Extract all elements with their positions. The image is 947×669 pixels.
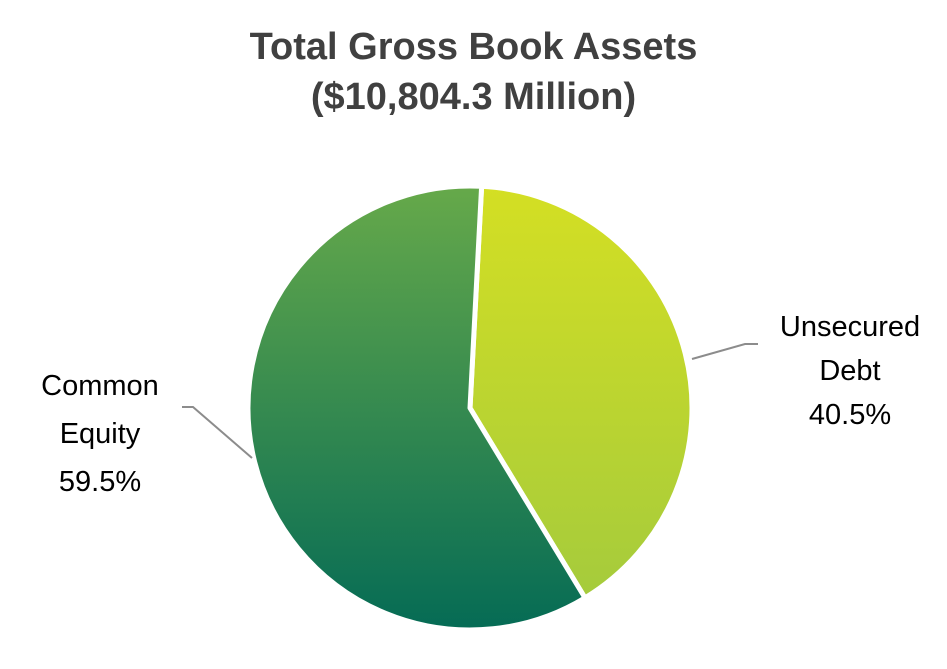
slice-value-1: 59.5% (59, 466, 141, 498)
chart-title: Total Gross Book Assets ($10,804.3 Milli… (0, 22, 947, 122)
pie-slice-1 (245, 183, 588, 633)
leader-line-1 (182, 406, 253, 459)
slice-label-0-line-2: Debt (819, 355, 880, 387)
chart-title-line-1: Total Gross Book Assets (249, 26, 698, 68)
chart-title-line-2: ($10,804.3 Million) (310, 76, 637, 118)
slice-label-0-line-1: Unsecured (780, 311, 920, 343)
leader-line-0 (691, 343, 758, 360)
slice-label-common-equity: Common Equity 59.5% (41, 370, 159, 498)
slice-label-1-line-2: Equity (60, 418, 141, 450)
slice-value-0: 40.5% (809, 399, 891, 431)
slice-label-1-line-1: Common (41, 370, 159, 402)
slice-label-unsecured-debt: Unsecured Debt 40.5% (780, 311, 920, 431)
